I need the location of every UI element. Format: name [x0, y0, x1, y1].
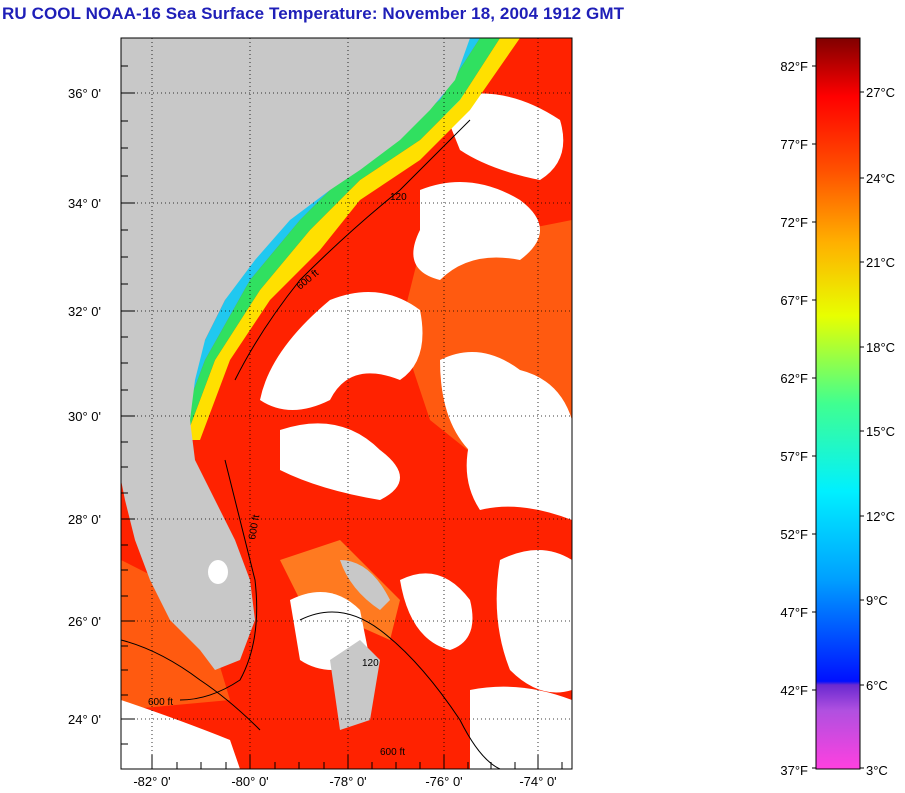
lat-label: 30° 0' [68, 409, 101, 424]
celsius-label: 18°C [866, 340, 895, 355]
cloud-mask [413, 182, 540, 280]
fahrenheit-label: 37°F [780, 763, 808, 778]
fahrenheit-label: 77°F [780, 137, 808, 152]
cloud-mask [260, 292, 423, 410]
celsius-label: 24°C [866, 171, 895, 186]
lake-okeechobee [208, 560, 228, 584]
contour-label: 600 ft [247, 514, 262, 541]
celsius-label: 12°C [866, 509, 895, 524]
cloud-mask [280, 423, 400, 500]
cloud-mask [400, 573, 473, 650]
lon-label: -74° 0' [519, 774, 556, 789]
depth-contour [179, 459, 258, 701]
celsius-label: 21°C [866, 255, 895, 270]
lat-label: 28° 0' [68, 512, 101, 527]
lat-label: 36° 0' [68, 86, 101, 101]
color-scale-ticks [812, 65, 864, 769]
lon-label: -80° 0' [231, 774, 268, 789]
lon-ticks [151, 755, 563, 769]
celsius-label: 15°C [866, 424, 895, 439]
contour-label: 120 [390, 192, 407, 203]
fahrenheit-label: 82°F [780, 59, 808, 74]
fahrenheit-label: 47°F [780, 605, 808, 620]
lon-label: -78° 0' [329, 774, 366, 789]
sst-orange-patch [121, 560, 230, 710]
fahrenheit-label: 42°F [780, 683, 808, 698]
color-scale-bar [815, 37, 861, 770]
cloud-mask [121, 700, 240, 769]
lat-label: 34° 0' [68, 196, 101, 211]
contour-label: 600 ft [380, 747, 405, 758]
lon-label: -82° 0' [133, 774, 170, 789]
cloud-mask [466, 436, 572, 520]
lat-ticks [121, 65, 135, 745]
map-plot-area: 600 ft 600 ft 600 ft 120 120 600 ft [121, 38, 572, 769]
fahrenheit-label: 52°F [780, 527, 808, 542]
lon-label: -76° 0' [425, 774, 462, 789]
celsius-label: 3°C [866, 763, 888, 778]
contour-label: 120 [362, 658, 379, 669]
map-frame [120, 37, 573, 770]
lat-label: 24° 0' [68, 712, 101, 727]
depth-contour [121, 639, 261, 731]
fahrenheit-label: 57°F [780, 449, 808, 464]
lat-label: 26° 0' [68, 614, 101, 629]
cloud-mask [440, 93, 564, 180]
celsius-label: 9°C [866, 593, 888, 608]
land-mass [121, 38, 470, 670]
celsius-label: 27°C [866, 85, 895, 100]
map-title: RU COOL NOAA-16 Sea Surface Temperature:… [2, 4, 625, 23]
sst-orange-patch [280, 540, 400, 640]
cloud-mask [496, 550, 572, 693]
depth-contour [234, 119, 471, 381]
contour-label: 600 ft [148, 697, 173, 708]
celsius-label: 6°C [866, 678, 888, 693]
sst-green-band [175, 38, 500, 440]
island [330, 640, 380, 730]
depth-contour [299, 611, 501, 769]
lat-label: 32° 0' [68, 304, 101, 319]
fahrenheit-label: 67°F [780, 293, 808, 308]
island [340, 560, 390, 610]
cloud-mask [470, 686, 572, 769]
sst-yellow-band [185, 38, 520, 440]
fahrenheit-label: 62°F [780, 371, 808, 386]
fahrenheit-label: 72°F [780, 215, 808, 230]
